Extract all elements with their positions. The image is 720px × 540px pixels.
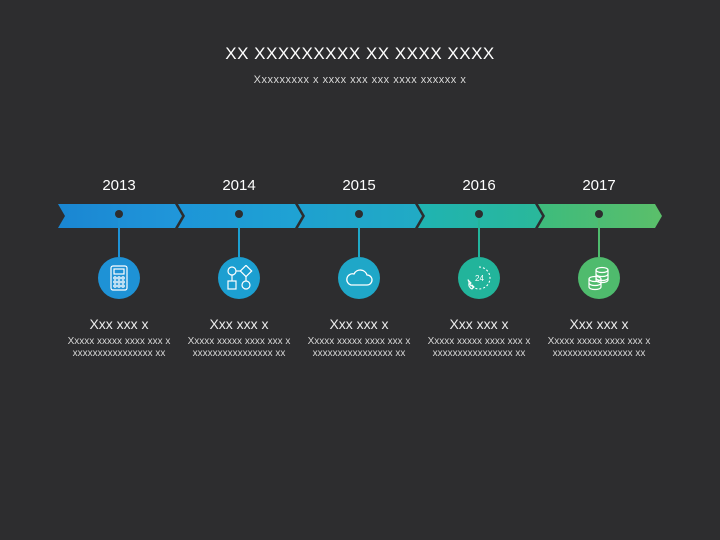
timeline-year: 2016 bbox=[462, 177, 496, 194]
timeline-dot bbox=[475, 210, 483, 218]
timeline-item-2016: 2016 24 Xxx xxx x Xxxxx xxxxx xxxx xxx x… bbox=[419, 176, 539, 359]
timeline-item-2015: 2015 Xxx xxx x Xxxxx xxxxx xxxx xxx xxxx… bbox=[299, 176, 419, 359]
timeline-year: 2014 bbox=[222, 177, 256, 194]
page-title: XX XXXXXXXXX XX XXXX XXXX bbox=[225, 44, 495, 63]
connector-line bbox=[238, 215, 240, 257]
timeline-item-2013: 2013 Xxx xxx x Xxxxx xxxxx xxxx xxx xxxx… bbox=[59, 176, 179, 359]
connector-line bbox=[358, 215, 360, 257]
timeline-dot bbox=[235, 210, 243, 218]
page-subtitle: Xxxxxxxxx x xxxx xxx xxx xxxx xxxxxx x bbox=[253, 74, 467, 86]
flowchart-icon bbox=[218, 257, 260, 299]
connector-line bbox=[118, 215, 120, 257]
timeline-item-2017: 2017 Xxx xxx x Xxxxx xxxxx xxxx xxx xxxx… bbox=[539, 176, 659, 359]
timeline-item-heading: Xxx xxx x bbox=[329, 316, 389, 332]
timeline-year: 2013 bbox=[102, 177, 136, 194]
timeline-item-text: Xxxxx xxxxx xxxx xxx xxxxxxxxxxxxxxxxx x… bbox=[547, 336, 651, 359]
connector-line bbox=[598, 215, 600, 257]
cloud-icon bbox=[338, 257, 380, 299]
timeline-dot bbox=[595, 210, 603, 218]
timeline-item-heading: Xxx xxx x bbox=[89, 316, 149, 332]
timeline-item-2014: 2014 Xxx xxx x Xxxxx xxxxx xxxx xxx xxxx… bbox=[179, 176, 299, 359]
timeline-year: 2015 bbox=[342, 177, 376, 194]
calculator-icon bbox=[98, 257, 140, 299]
coins-icon bbox=[578, 257, 620, 299]
connector-line bbox=[478, 215, 480, 257]
timeline-item-heading: Xxx xxx x bbox=[209, 316, 269, 332]
timeline-item-text: Xxxxx xxxxx xxxx xxx xxxxxxxxxxxxxxxxx x… bbox=[427, 336, 531, 359]
24-hour-phone-icon: 24 bbox=[458, 257, 500, 299]
timeline-dot bbox=[115, 210, 123, 218]
timeline-item-heading: Xxx xxx x bbox=[569, 316, 629, 332]
svg-text:24: 24 bbox=[475, 274, 484, 283]
timeline-item-text: Xxxxx xxxxx xxxx xxx xxxxxxxxxxxxxxxxx x… bbox=[67, 336, 171, 359]
timeline-item-heading: Xxx xxx x bbox=[449, 316, 509, 332]
timeline-item-text: Xxxxx xxxxx xxxx xxx xxxxxxxxxxxxxxxxx x… bbox=[307, 336, 411, 359]
timeline-year: 2017 bbox=[582, 177, 616, 194]
timeline-item-text: Xxxxx xxxxx xxxx xxx xxxxxxxxxxxxxxxxx x… bbox=[187, 336, 291, 359]
timeline-dot bbox=[355, 210, 363, 218]
